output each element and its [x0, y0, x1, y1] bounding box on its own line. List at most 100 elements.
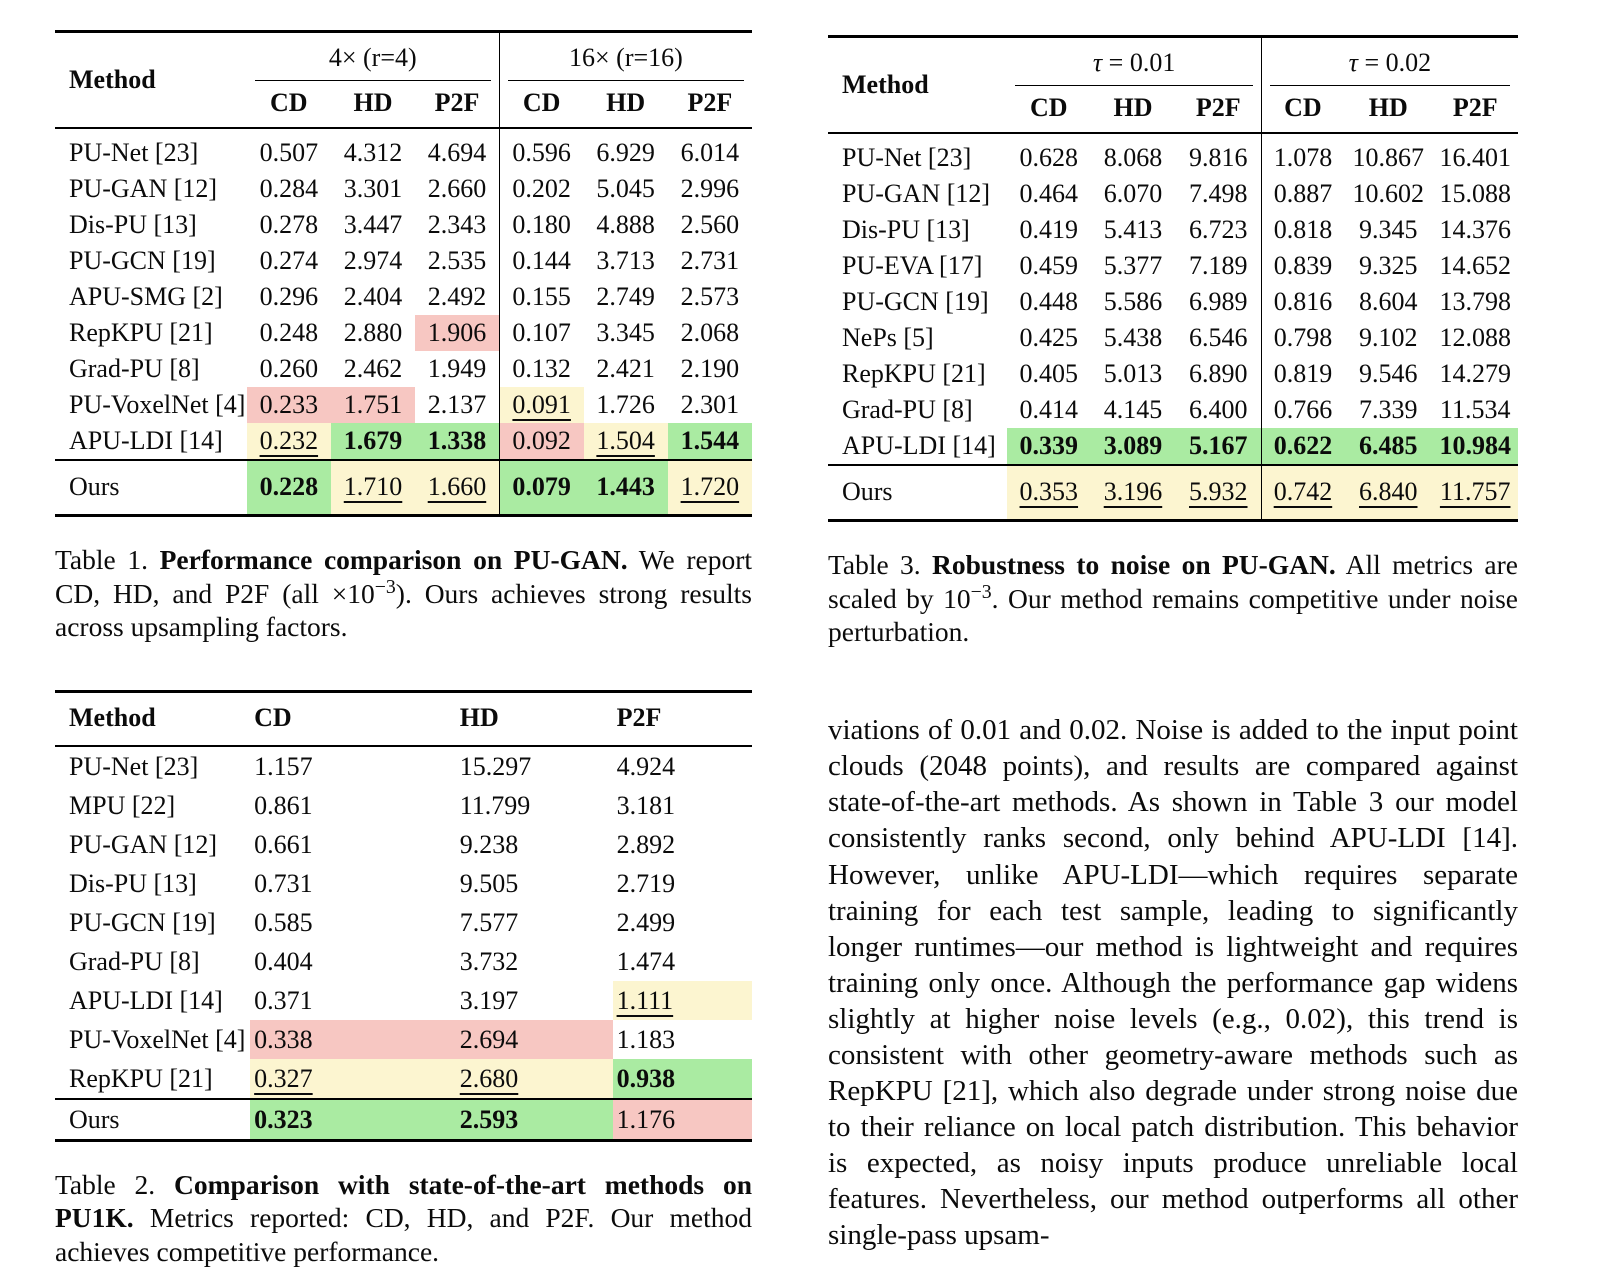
column-header: P2F	[1452, 93, 1498, 122]
value-cell: 5.438	[1103, 323, 1163, 352]
value-cell: 10.984	[1432, 428, 1518, 465]
table1-row: PU-GCN [19] 0.274 2.974 2.535 0.144 3.713 2.73…	[55, 243, 752, 279]
value-cell: 6.929	[596, 138, 655, 167]
table1-header: Method 4× (r=4) 16× (r=16) CD HD P2F CD …	[55, 31, 752, 128]
table2-row: PU-VoxelNet [4] 0.338 2.694 1.183	[55, 1020, 752, 1060]
value-cell: 2.694	[455, 1020, 613, 1060]
table2-body: PU-Net [23] 1.157 15.297 4.924 MPU [22] 0.861…	[55, 746, 752, 1141]
value-cell: 8.068	[1103, 143, 1163, 172]
value-cell: 0.464	[1019, 179, 1079, 208]
value-cell: 0.405	[1019, 359, 1079, 388]
table2-row: Grad-PU [8] 0.404 3.732 1.474	[55, 942, 752, 981]
table3-row: PU-EVA [17] 0.459 5.377 7.189 0.839 9.325 14.6…	[828, 248, 1518, 284]
value-cell: 3.447	[343, 210, 403, 239]
value-cell: 0.861	[254, 790, 313, 820]
value-cell: 11.534	[1439, 395, 1511, 424]
value-cell: 3.713	[596, 246, 655, 275]
column-header: HD	[1368, 93, 1408, 122]
value-cell: 0.248	[259, 318, 319, 347]
value-cell: 6.890	[1189, 359, 1248, 388]
table2-method-header: Method	[69, 703, 156, 733]
value-cell: 9.546	[1359, 359, 1418, 388]
value-cell: 0.596	[498, 128, 584, 171]
value-cell: 15.088	[1439, 179, 1511, 208]
value-cell: 0.938	[612, 1059, 752, 1100]
caption-text: Metrics reported: CD, HD, and P2F. Our m…	[55, 1202, 752, 1268]
value-cell: 4.145	[1103, 395, 1163, 424]
table3-row: NePs [5] 0.425 5.438 6.546 0.798 9.102 12.088	[828, 320, 1518, 356]
value-cell: 9.505	[459, 868, 519, 898]
value-cell: 0.353	[1007, 465, 1091, 521]
value-cell: 0.585	[254, 907, 313, 937]
column-header: P2F	[434, 88, 480, 117]
caption-text: We report CD, HD, and P2F (all ×10	[55, 544, 753, 610]
value-cell: 2.660	[427, 174, 487, 203]
value-cell: 2.719	[616, 868, 676, 898]
table1-row: Grad-PU [8] 0.260 2.462 1.949 0.132 2.421 2.19…	[55, 351, 752, 387]
table1-row: Dis-PU [13] 0.278 3.447 2.343 0.180 4.888 2.56…	[55, 207, 752, 243]
value-cell: 0.404	[254, 946, 313, 976]
caption-title: Performance comparison on PU-GAN.	[159, 544, 628, 575]
value-cell: 2.974	[343, 246, 403, 275]
value-cell: 0.233	[246, 387, 331, 423]
value-cell: 1.338	[415, 423, 500, 460]
value-cell: 5.167	[1175, 428, 1262, 465]
value-cell: 1.710	[330, 460, 416, 516]
method-cell: APU-SMG [2]	[69, 282, 223, 311]
value-cell: 0.092	[498, 423, 584, 460]
value-cell: 2.301	[680, 390, 740, 419]
value-cell: 1.183	[616, 1024, 676, 1054]
method-cell: NePs [5]	[842, 323, 934, 352]
value-cell: 6.485	[1344, 428, 1433, 465]
value-cell: 2.421	[596, 354, 655, 383]
caption-label: Table 3.	[828, 549, 933, 580]
tau-symbol: τ	[1348, 48, 1358, 77]
value-cell: 0.628	[1019, 143, 1079, 172]
method-cell: Grad-PU [8]	[69, 946, 200, 976]
method-cell: Ours	[69, 472, 120, 501]
table1-caption: Table 1. Performance comparison on PU-GA…	[55, 543, 752, 643]
value-cell: 3.197	[459, 985, 519, 1015]
value-cell: 7.339	[1359, 395, 1418, 424]
value-cell: 9.345	[1359, 215, 1418, 244]
value-cell: 11.757	[1432, 465, 1518, 521]
value-cell: 0.338	[250, 1020, 456, 1060]
value-cell: 5.013	[1103, 359, 1163, 388]
value-cell: 2.573	[680, 282, 740, 311]
value-cell: 1.176	[612, 1099, 752, 1141]
right-column: Method τ = 0.01 τ = 0.02 CD HD P2F CD HD…	[828, 0, 1518, 1254]
method-cell: PU-GCN [19]	[69, 907, 216, 937]
method-cell: PU-Net [23]	[69, 138, 199, 167]
value-cell: 2.462	[343, 354, 403, 383]
value-cell: 1.726	[596, 390, 655, 419]
tau-symbol: τ	[1092, 48, 1103, 77]
value-cell: 0.766	[1260, 392, 1345, 428]
value-cell: 14.376	[1439, 215, 1511, 244]
method-cell: PU-GCN [19]	[69, 246, 216, 275]
table2-header: Method CD HD P2F	[55, 692, 752, 747]
table2-caption: Table 2. Comparison with state-of-the-ar…	[55, 1168, 752, 1268]
paper-page: { "colors": { "best_bg": "#aaeba2", "sec…	[55, 30, 1518, 1268]
method-cell: APU-LDI [14]	[69, 426, 223, 455]
table2-row: PU-GAN [12] 0.661 9.238 2.892	[55, 825, 752, 864]
table1: Method 4× (r=4) 16× (r=16) CD HD P2F CD …	[55, 30, 752, 517]
method-cell: Dis-PU [13]	[842, 215, 970, 244]
table1-group2-header: 16× (r=16)	[498, 31, 752, 81]
value-cell: 2.880	[343, 318, 403, 347]
value-cell: 2.560	[680, 210, 740, 239]
value-cell: 0.414	[1019, 395, 1079, 424]
value-cell: 14.652	[1439, 251, 1511, 280]
value-cell: 0.622	[1260, 428, 1345, 465]
value-cell: 1.443	[583, 460, 668, 516]
value-cell: 5.932	[1175, 465, 1262, 521]
table3-row: PU-GCN [19] 0.448 5.586 6.989 0.816 8.604 13.7…	[828, 284, 1518, 320]
table1-row: PU-VoxelNet [4] 0.233 1.751 2.137 0.091 1.726…	[55, 387, 752, 423]
caption-text: All metrics are scaled by 10	[828, 549, 1518, 615]
method-cell: PU-GAN [12]	[69, 829, 218, 859]
value-cell: 2.190	[680, 354, 740, 383]
value-cell: 0.202	[498, 171, 584, 207]
table1-body: PU-Net [23] 0.507 4.312 4.694 0.596 6.929 6.01…	[55, 128, 752, 516]
value-cell: 2.068	[680, 318, 740, 347]
value-cell: 0.819	[1260, 356, 1345, 392]
group1-label: = 0.01	[1102, 48, 1176, 77]
